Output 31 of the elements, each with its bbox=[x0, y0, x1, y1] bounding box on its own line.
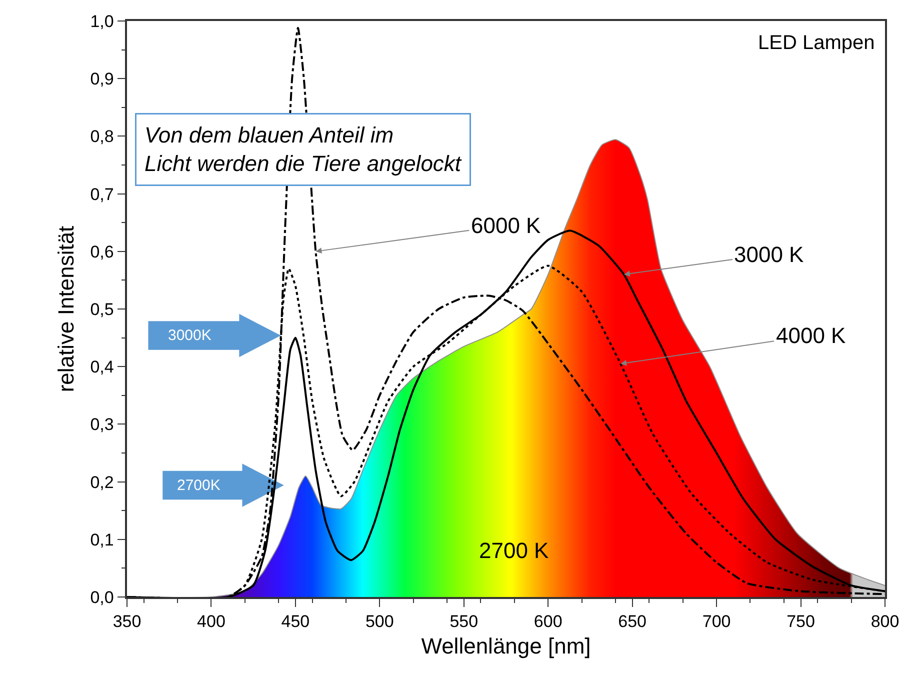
annotation: Von dem blauen Anteil im Licht werden die Tiere angelockt bbox=[144, 122, 462, 176]
series-label: 2700 K bbox=[479, 538, 550, 563]
y-tick-label: 0,8 bbox=[90, 127, 114, 146]
y-tick-label: 0,0 bbox=[90, 588, 114, 607]
y-tick-label: 1,0 bbox=[90, 12, 114, 31]
x-tick-label: 400 bbox=[197, 612, 226, 632]
x-tick-label: 800 bbox=[870, 612, 900, 632]
x-tick-label: 350 bbox=[112, 612, 142, 632]
y-tick-label: 0,5 bbox=[90, 300, 114, 319]
y-tick-label: 0,3 bbox=[90, 415, 114, 434]
y-axis-title: relative Intensität bbox=[54, 226, 79, 392]
x-tick-label: 750 bbox=[786, 612, 815, 632]
y-tick-label: 0,1 bbox=[90, 530, 114, 550]
x-axis-title: Wellenlänge [nm] bbox=[421, 634, 591, 659]
y-tick-label: 0,9 bbox=[90, 70, 114, 89]
y-tick-label: 0,2 bbox=[90, 472, 114, 492]
annotation: 6000 K bbox=[471, 213, 542, 238]
x-tick-label: 550 bbox=[450, 612, 478, 632]
annotation: 3000K bbox=[168, 327, 212, 344]
text: LED Lampen bbox=[758, 32, 875, 54]
annotation: 2700K bbox=[177, 477, 220, 494]
annotation: 3000 K bbox=[734, 242, 804, 267]
y-tick-label: 0,7 bbox=[90, 184, 114, 204]
x-tick-label: 650 bbox=[618, 612, 647, 632]
x-tick-label: 500 bbox=[365, 612, 394, 632]
x-tick-label: 600 bbox=[534, 612, 562, 632]
y-tick-label: 0,6 bbox=[90, 242, 114, 262]
x-tick-label: 700 bbox=[702, 612, 731, 632]
annotation: 4000 K bbox=[776, 323, 846, 348]
y-tick-label: 0,4 bbox=[90, 358, 114, 377]
x-tick-label: 450 bbox=[281, 612, 310, 632]
